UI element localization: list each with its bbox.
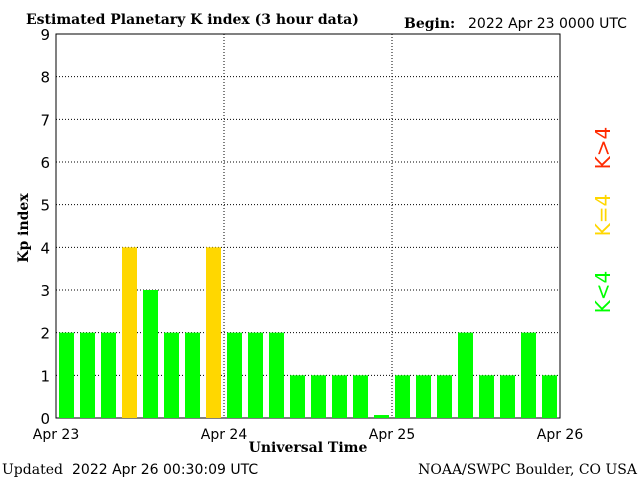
plot-area: 0 1 2 3 4 5 6 7 8 9 Apr 23 Apr 24 Apr 25 Apr 26 [33, 26, 584, 443]
bars [59, 247, 557, 418]
kp-bar [59, 332, 74, 418]
legend-k-above-4: K>4 [591, 127, 615, 170]
x-tick-labels: Apr 23 Apr 24 Apr 25 Apr 26 [33, 427, 584, 443]
kp-bar [248, 332, 263, 418]
y-tick-label: 3 [40, 282, 50, 300]
updated-value: 2022 Apr 26 00:30:09 UTC [72, 462, 258, 478]
y-tick-label: 9 [40, 26, 50, 44]
kp-bar [332, 375, 347, 418]
legend-k-below-4: K<4 [591, 271, 615, 314]
x-tick-label: Apr 26 [537, 427, 584, 443]
kp-bar [374, 415, 389, 418]
kp-bar [122, 247, 137, 418]
y-axis-label: Kp index [16, 193, 32, 263]
kp-bar [101, 332, 116, 418]
kp-bar [206, 247, 221, 418]
kp-bar [521, 332, 536, 418]
x-axis-label: Universal Time [249, 440, 368, 456]
begin-value: 2022 Apr 23 0000 UTC [468, 16, 627, 32]
kp-bar [185, 332, 200, 418]
kp-bar [395, 375, 410, 418]
kp-bar [143, 290, 158, 418]
y-tick-label: 6 [40, 154, 50, 172]
grid-lines [56, 34, 560, 418]
x-tick-label: Apr 23 [33, 427, 79, 443]
legend: K>4 K=4 K<4 [591, 127, 615, 314]
y-tick-label: 2 [40, 325, 50, 343]
kp-bar [542, 375, 557, 418]
y-tick-label: 0 [40, 410, 50, 428]
kp-bar [269, 332, 284, 418]
kp-bar [479, 375, 494, 418]
kp-bar [227, 332, 242, 418]
plot-frame [55, 33, 561, 419]
y-tick-label: 1 [40, 367, 50, 385]
y-tick-label: 4 [40, 239, 50, 257]
x-tick-label: Apr 25 [369, 427, 415, 443]
kp-bar [311, 375, 326, 418]
updated-label: Updated [2, 462, 63, 478]
kp-bar [437, 375, 452, 418]
y-tick-label: 7 [40, 111, 50, 129]
kp-bar [80, 332, 95, 418]
kp-bar [353, 375, 368, 418]
y-tick-label: 5 [40, 197, 50, 215]
legend-k-equal-4: K=4 [591, 194, 615, 237]
kp-bar [416, 375, 431, 418]
chart-title: Estimated Planetary K index (3 hour data… [26, 12, 359, 28]
source-credit: NOAA/SWPC Boulder, CO USA [418, 462, 638, 478]
kp-bar [164, 332, 179, 418]
kp-bar [500, 375, 515, 418]
kp-bar [290, 375, 305, 418]
y-tick-label: 8 [40, 69, 50, 87]
begin-label: Begin: [404, 16, 455, 32]
y-tick-labels: 0 1 2 3 4 5 6 7 8 9 [40, 26, 50, 428]
kp-bar [458, 332, 473, 418]
x-tick-label: Apr 24 [201, 427, 248, 443]
